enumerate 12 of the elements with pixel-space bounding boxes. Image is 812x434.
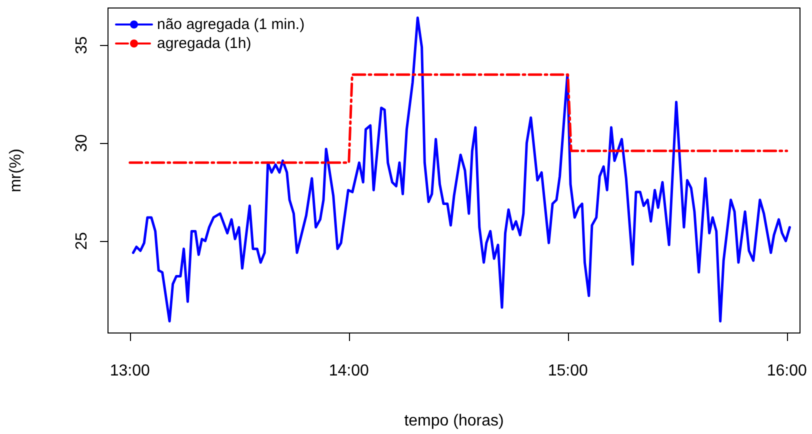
x-tick-label: 15:00: [548, 362, 588, 380]
y-tick-label: 35: [74, 36, 90, 54]
x-tick-label: 16:00: [766, 362, 807, 380]
x-tick-label: 14:00: [328, 362, 370, 380]
y-axis-title: mr(%): [8, 148, 24, 192]
legend-label: não agregada (1 min.): [157, 16, 305, 33]
x-tick-label: 13:00: [110, 362, 150, 380]
line-series: [132, 16, 791, 323]
legend-label: agregada (1h): [157, 35, 252, 52]
y-tick-label: 30: [74, 134, 90, 152]
x-axis-title: tempo (horas): [404, 412, 504, 430]
y-tick-label: 25: [74, 232, 90, 250]
